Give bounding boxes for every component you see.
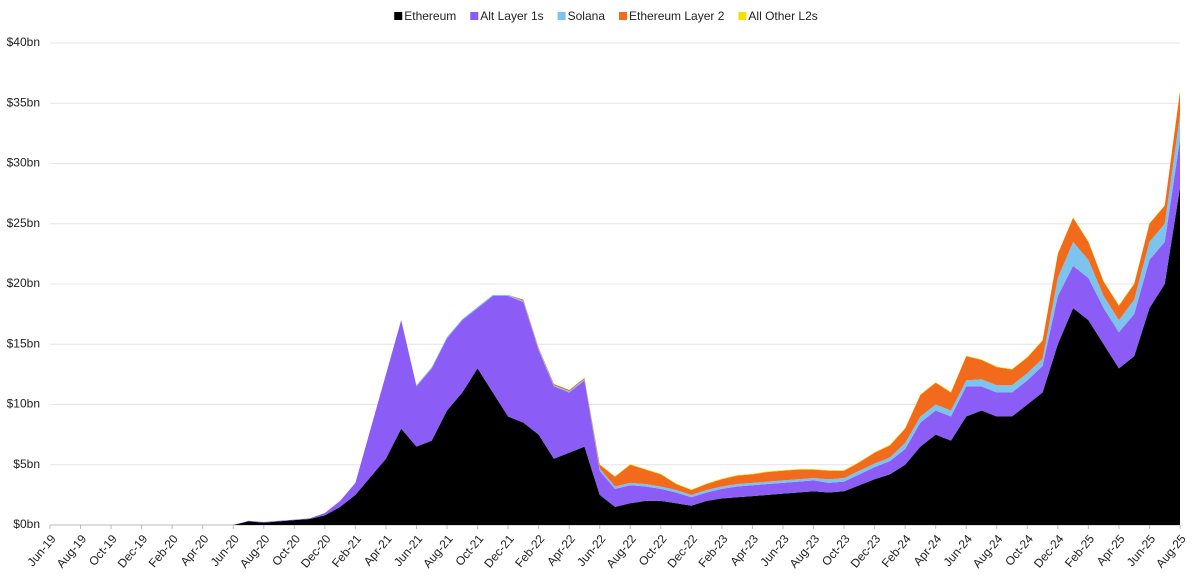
x-tick-label: Aug-23 <box>787 532 823 571</box>
x-tick-label: Jun-23 <box>757 532 792 569</box>
y-tick-label: $0bn <box>13 517 40 531</box>
x-tick-label: Aug-24 <box>970 532 1006 571</box>
legend-swatch <box>470 12 479 20</box>
y-tick-label: $25bn <box>7 216 40 230</box>
legend-swatch <box>394 12 403 20</box>
legend: Ethereum Alt Layer 1s Solana Ethereum Layer… <box>394 9 818 23</box>
x-tick-label: Oct-20 <box>269 532 303 569</box>
x-tick-label: Aug-21 <box>420 532 456 571</box>
y-tick-label: $40bn <box>7 35 40 49</box>
y-tick-label: $35bn <box>7 95 40 109</box>
x-tick-label: Jun-21 <box>391 532 426 569</box>
y-tick-label: $20bn <box>7 276 40 290</box>
x-tick-label: Jun-24 <box>941 532 976 569</box>
x-tick-label: Feb-21 <box>329 532 364 570</box>
legend-swatch <box>619 12 628 20</box>
legend-label: Solana <box>568 9 606 23</box>
legend-swatch <box>738 12 747 20</box>
x-tick-label: Feb-22 <box>512 532 547 570</box>
x-tick-label: Feb-20 <box>146 532 181 570</box>
x-tick-label: Oct-24 <box>1002 532 1036 569</box>
x-tick-label: Jun-22 <box>574 532 609 569</box>
y-tick-label: $5bn <box>13 457 40 471</box>
legend-label: All Other L2s <box>748 9 817 23</box>
x-tick-label: Dec-22 <box>664 532 700 571</box>
x-tick-label: Jun-20 <box>208 532 243 569</box>
x-tick-label: Aug-22 <box>603 532 639 571</box>
x-tick-label: Dec-20 <box>298 532 334 571</box>
x-tick-label: Feb-24 <box>879 532 914 570</box>
x-tick-label: Jun-19 <box>24 532 59 569</box>
x-tick-label: Aug-20 <box>237 532 273 571</box>
legend-swatch <box>557 12 566 20</box>
y-tick-label: $30bn <box>7 156 40 170</box>
y-tick-label: $10bn <box>7 397 40 411</box>
x-tick-label: Apr-25 <box>1094 532 1128 569</box>
x-tick-label: Apr-21 <box>361 532 395 569</box>
x-tick-label: Oct-19 <box>86 532 120 569</box>
x-tick-label: Apr-24 <box>911 532 945 569</box>
x-tick-label: Feb-25 <box>1062 532 1097 570</box>
x-tick-label: Dec-21 <box>481 532 517 571</box>
x-tick-label: Dec-19 <box>115 532 151 571</box>
x-tick-label: Apr-22 <box>544 532 578 569</box>
x-tick-label: Dec-24 <box>1031 532 1067 571</box>
legend-label: Alt Layer 1s <box>480 9 543 23</box>
x-tick-label: Apr-20 <box>178 532 212 569</box>
x-tick-label: Aug-25 <box>1153 532 1189 571</box>
x-tick-label: Dec-23 <box>848 532 884 571</box>
y-tick-label: $15bn <box>7 336 40 350</box>
x-tick-label: Oct-22 <box>636 532 670 569</box>
legend-label: Ethereum Layer 2 <box>629 9 725 23</box>
x-tick-label: Oct-21 <box>452 532 486 569</box>
x-tick-label: Apr-23 <box>727 532 761 569</box>
x-tick-label: Jun-25 <box>1124 532 1159 569</box>
x-tick-label: Feb-23 <box>695 532 730 570</box>
area <box>50 187 1180 525</box>
x-tick-label: Oct-23 <box>819 532 853 569</box>
x-tick-label: Aug-19 <box>54 532 90 571</box>
legend-label: Ethereum <box>404 9 456 23</box>
